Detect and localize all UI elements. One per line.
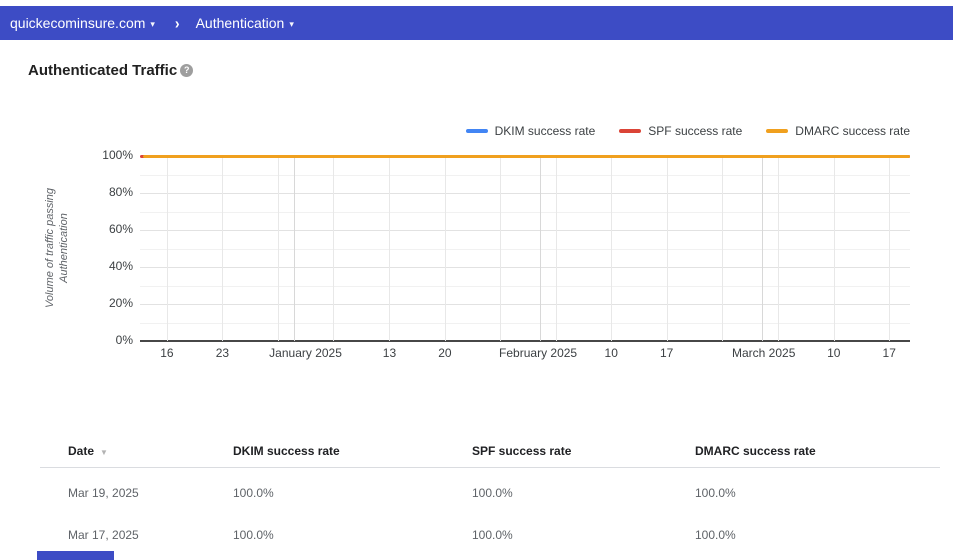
week-gridline — [722, 156, 724, 341]
table-cell-value: 100.0% — [233, 486, 274, 500]
major-gridline — [140, 267, 910, 268]
x-tick-label: 16 — [160, 346, 174, 360]
week-gridline — [500, 156, 502, 341]
table-cell-date: Mar 17, 2025 — [68, 528, 139, 542]
domain-selector[interactable]: quickecominsure.com ▾ — [10, 15, 155, 31]
legend-label: DMARC success rate — [795, 124, 910, 138]
week-gridline — [444, 156, 446, 341]
legend-label: SPF success rate — [648, 124, 743, 138]
chart-legend: DKIM success rate SPF success rate DMARC s… — [465, 124, 910, 138]
legend-item-spf: SPF success rate — [619, 124, 742, 138]
month-boundary-gridline — [539, 156, 541, 341]
minor-gridline — [140, 285, 910, 287]
domain-selector-label: quickecominsure.com — [10, 15, 146, 31]
legend-label: DKIM success rate — [494, 124, 596, 138]
minor-gridline — [140, 174, 910, 176]
table-cell-value: 100.0% — [695, 528, 736, 542]
x-tick-label: 10 — [827, 346, 841, 360]
legend-line-icon — [619, 129, 642, 133]
table-header-spf: SPF success rate — [472, 444, 571, 458]
help-icon[interactable]: ? — [180, 64, 194, 77]
table-header-dkim: DKIM success rate — [233, 444, 340, 458]
chevron-down-icon: ▾ — [150, 18, 155, 29]
x-tick-label: 17 — [882, 346, 896, 360]
table-header-date[interactable]: Date ▼ — [68, 444, 108, 458]
top-nav-bar: quickecominsure.com ▾ › Authentication ▾ — [0, 6, 953, 40]
x-tick-label: 10 — [604, 346, 618, 360]
minor-gridline — [140, 322, 910, 324]
page-title: Authenticated Traffic? — [28, 62, 194, 79]
x-tick-label: 23 — [215, 346, 230, 360]
week-gridline — [166, 156, 168, 341]
table-cell-value: 100.0% — [695, 486, 736, 500]
y-tick-label: 80% — [108, 185, 133, 199]
dmarc-line — [143, 154, 910, 158]
legend-line-icon — [766, 129, 789, 133]
week-gridline — [389, 156, 391, 341]
table-header-label: DMARC success rate — [695, 444, 816, 458]
major-gridline — [140, 230, 910, 231]
legend-line-icon — [465, 129, 488, 133]
major-gridline — [140, 304, 910, 305]
y-tick-label: 100% — [102, 148, 133, 162]
x-month-label: February 2025 — [499, 346, 578, 360]
table-header-label: SPF success rate — [472, 444, 572, 458]
x-month-label: January 2025 — [269, 346, 342, 360]
table-cell-value: 100.0% — [472, 528, 513, 542]
chart-plot-area — [140, 154, 910, 342]
x-tick-label: 17 — [659, 346, 674, 360]
week-gridline — [778, 156, 780, 341]
legend-item-dmarc: DMARC success rate — [766, 124, 910, 138]
week-gridline — [666, 156, 668, 341]
table-cell-value: 100.0% — [472, 486, 513, 500]
x-tick-label: 20 — [438, 346, 452, 360]
week-gridline — [611, 156, 613, 341]
table-header-label: Date — [68, 444, 95, 458]
week-gridline — [833, 156, 835, 341]
minor-gridline — [140, 211, 910, 213]
section-selector[interactable]: Authentication ▾ — [196, 15, 294, 31]
table-cell-value: 100.0% — [233, 528, 274, 542]
partial-bottom-button[interactable] — [37, 551, 114, 560]
month-boundary-gridline — [294, 156, 295, 341]
sort-desc-icon: ▼ — [100, 448, 108, 457]
x-month-label: March 2025 — [732, 346, 796, 360]
chevron-down-icon: ▾ — [289, 18, 294, 29]
breadcrumb-chevron-icon: › — [174, 14, 180, 32]
x-tick-label: 13 — [382, 346, 397, 360]
minor-gridline — [140, 248, 910, 250]
table-cell-date: Mar 19, 2025 — [68, 486, 139, 500]
y-tick-label: 40% — [108, 259, 133, 273]
table-header-label: DKIM success rate — [233, 444, 340, 458]
week-gridline — [277, 156, 279, 341]
y-axis-title: Volume of traffic passing Authentication — [43, 148, 73, 348]
legend-item-dkim: DKIM success rate — [465, 124, 596, 138]
y-axis-title-line: Authentication — [58, 213, 70, 283]
table-header-dmarc: DMARC success rate — [695, 444, 816, 458]
week-gridline — [555, 156, 557, 341]
x-axis-line — [140, 340, 910, 342]
week-gridline — [333, 156, 335, 341]
y-tick-label: 20% — [108, 296, 133, 310]
major-gridline — [140, 193, 910, 194]
y-tick-label: 60% — [108, 222, 133, 236]
week-gridline — [889, 156, 891, 341]
y-tick-label: 0% — [115, 333, 133, 347]
week-gridline — [222, 156, 224, 341]
table-header-divider — [40, 467, 940, 468]
month-boundary-gridline — [762, 156, 764, 341]
page-title-text: Authenticated Traffic — [28, 62, 178, 79]
section-selector-label: Authentication — [195, 15, 285, 31]
y-axis-title-line: Volume of traffic passing — [44, 187, 56, 309]
